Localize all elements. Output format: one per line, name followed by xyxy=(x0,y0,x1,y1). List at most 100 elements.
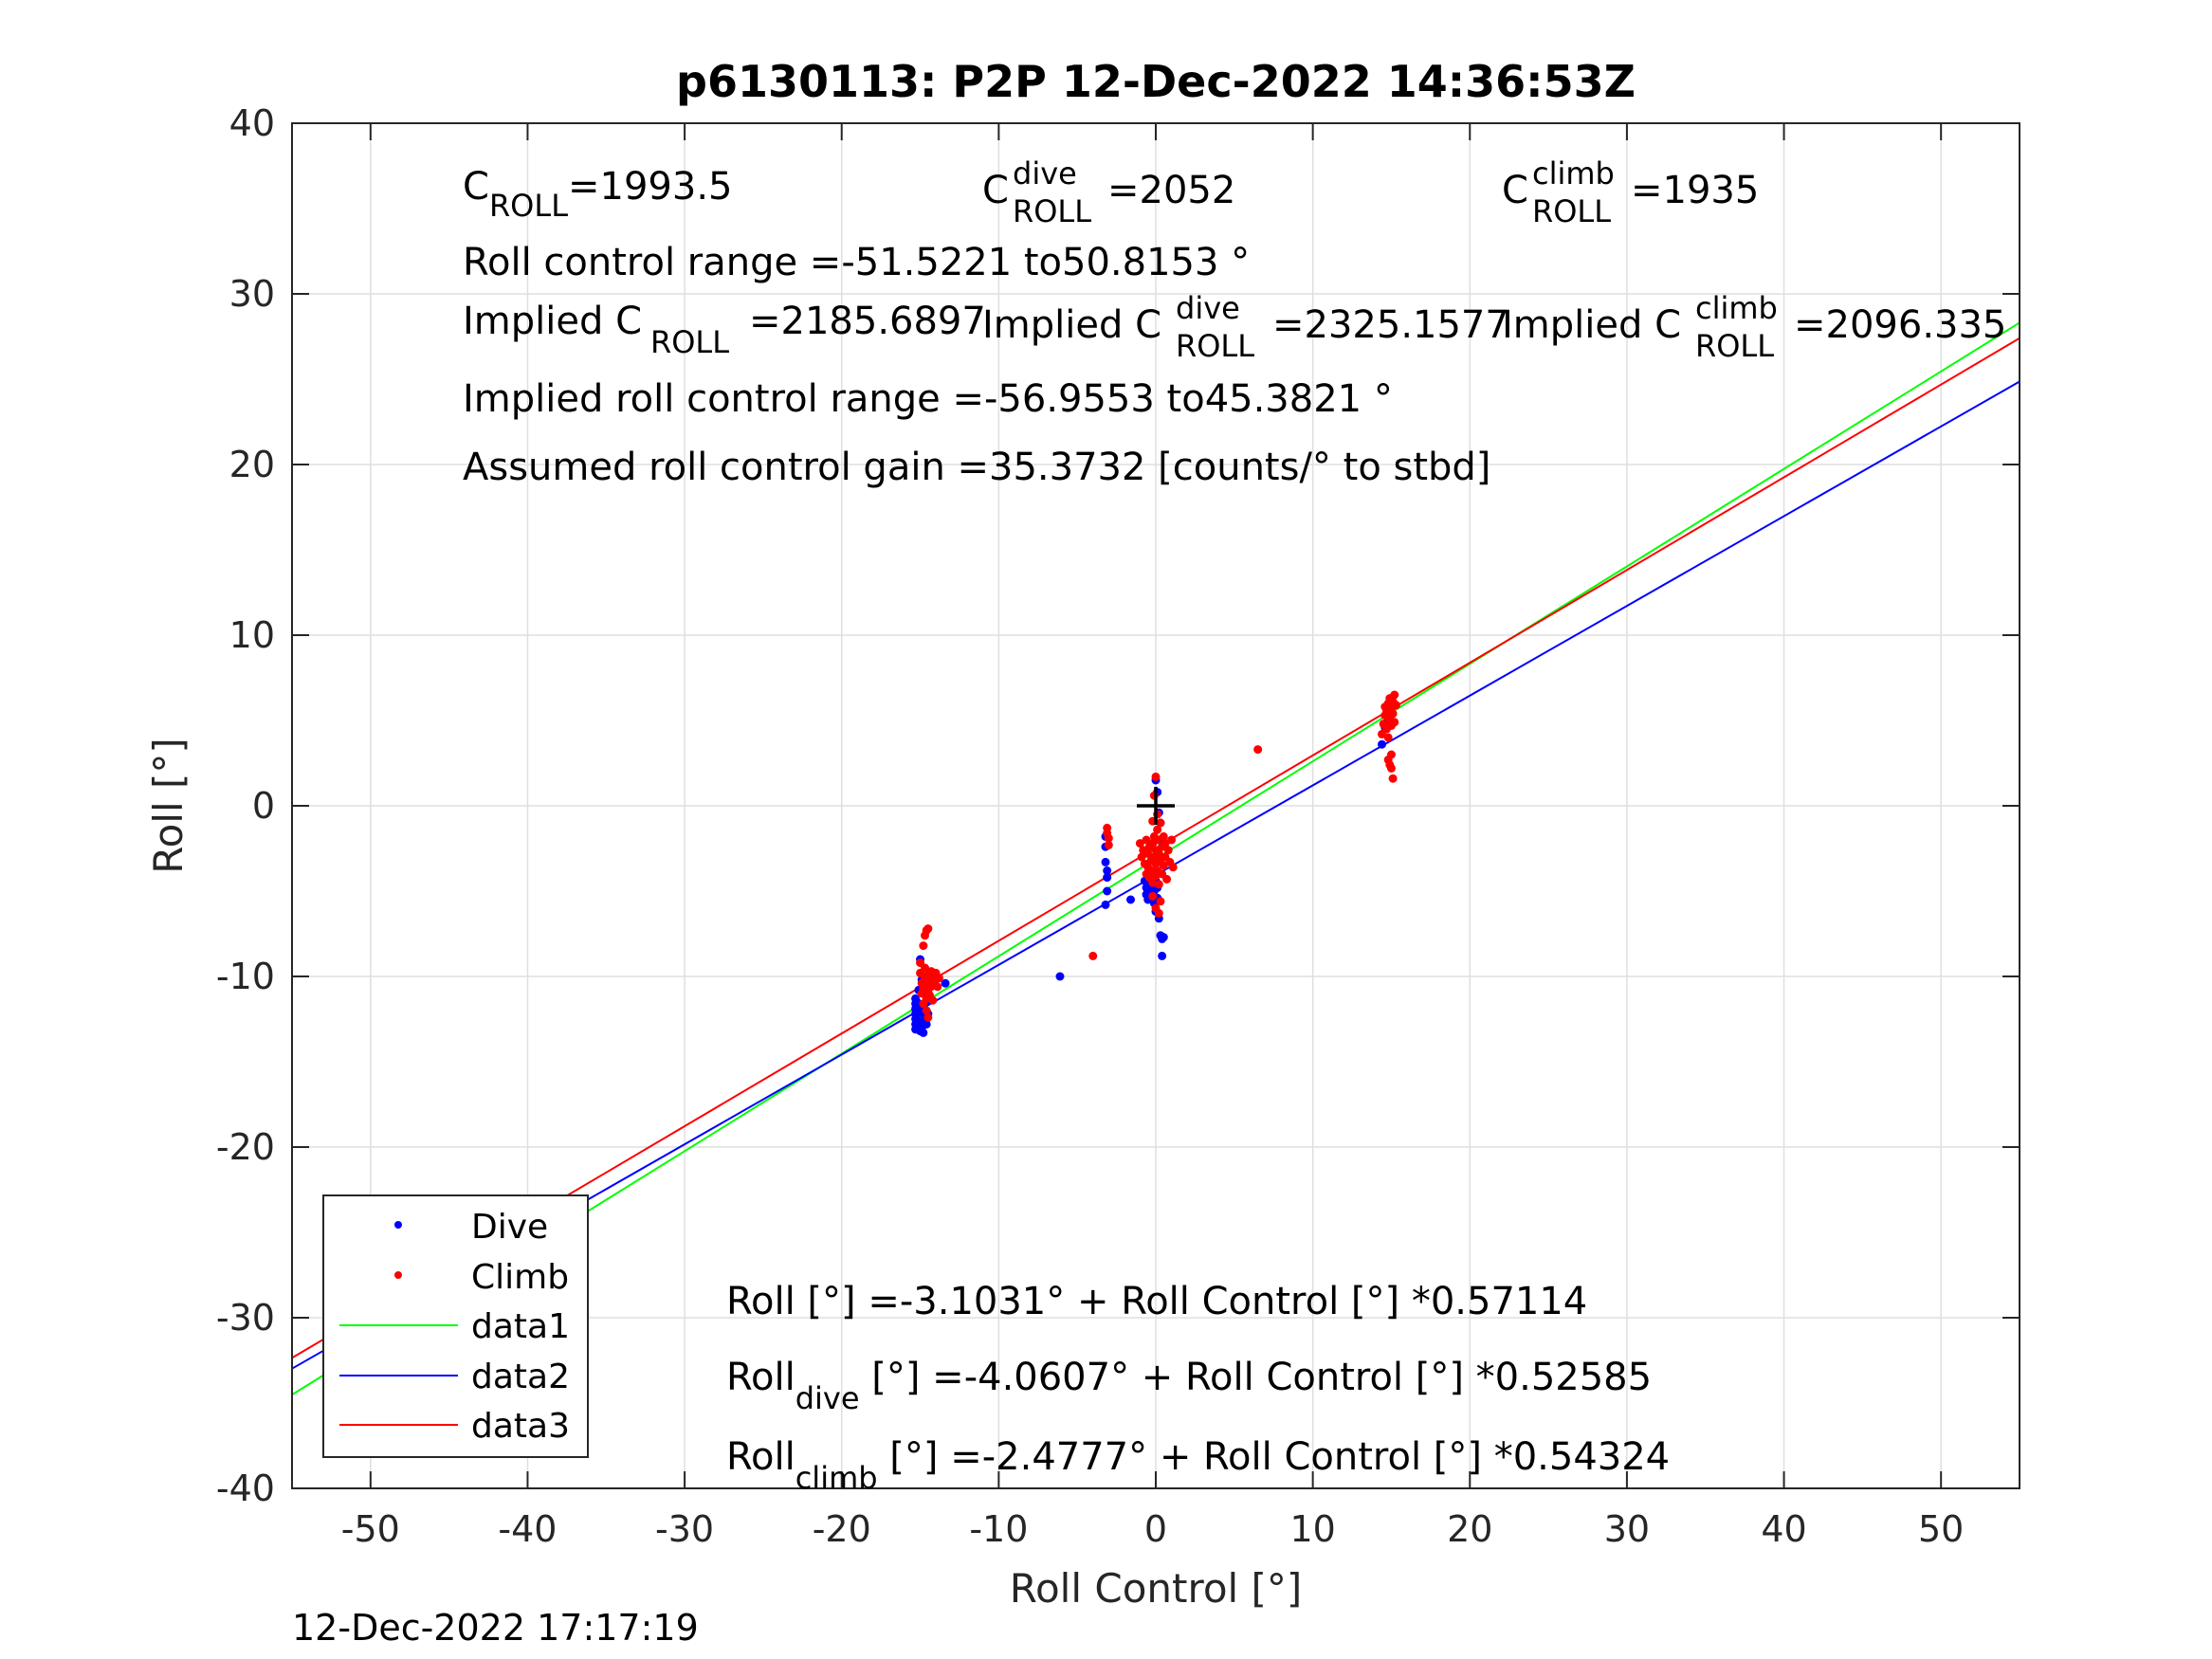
legend-data3-label: data3 xyxy=(471,1407,570,1446)
climb-point xyxy=(923,924,933,934)
climb-point xyxy=(1390,718,1399,727)
implied-c-roll-dive-annotation: Implied C dive ROLL =2325.1577 xyxy=(982,290,1509,364)
dive-point xyxy=(1103,866,1112,875)
axis-ticks xyxy=(292,122,2020,1489)
dive-point xyxy=(1159,933,1168,942)
climb-point xyxy=(922,1006,931,1015)
c-roll-sub: ROLL xyxy=(489,188,568,224)
dive-point xyxy=(1378,739,1387,749)
implied-c-roll-sub: ROLL xyxy=(650,324,729,360)
x-tick-label: -10 xyxy=(969,1508,1028,1550)
x-tick-label: -30 xyxy=(655,1508,714,1550)
y-tick-label: 10 xyxy=(229,614,275,656)
climb-point xyxy=(1162,874,1172,884)
dive-point xyxy=(1158,951,1167,960)
legend-dive-label: Dive xyxy=(471,1208,548,1247)
climb-point xyxy=(1154,908,1163,918)
y-tick-label: 30 xyxy=(229,273,275,315)
x-tick-label: -40 xyxy=(498,1508,557,1550)
x-tick-label: 30 xyxy=(1604,1508,1650,1550)
climb-point xyxy=(1388,774,1398,783)
climb-point xyxy=(933,982,942,992)
implied-c-roll-dive-value: =2325.1577 xyxy=(1272,303,1509,347)
climb-point xyxy=(1154,880,1163,889)
c-roll-dive-main: C xyxy=(982,169,1009,212)
climb-point xyxy=(1153,835,1162,845)
fit-climb-rest: [°] =-2.4777° + Roll Control [°] *0.5432… xyxy=(878,1435,1671,1479)
climb-point xyxy=(1386,763,1396,773)
climb-point xyxy=(1390,690,1399,700)
climb-point xyxy=(1104,833,1113,843)
implied-c-roll-value: =2185.6897 xyxy=(749,300,986,343)
implied-c-roll-climb-sub: ROLL xyxy=(1695,328,1774,364)
dive-point xyxy=(1103,873,1112,883)
legend: Dive Climb data1 data2 data3 xyxy=(322,1194,589,1458)
climb-point xyxy=(1159,861,1168,870)
print-timestamp: 12-Dec-2022 17:17:19 xyxy=(292,1607,699,1649)
gain-annotation: Assumed roll control gain =35.3732 [coun… xyxy=(463,446,1490,489)
climb-point xyxy=(1156,818,1165,828)
fit-dive-equation: Rolldive [°] =-4.0607° + Roll Control [°… xyxy=(726,1356,1652,1416)
dive-point xyxy=(941,978,950,988)
dive-point xyxy=(1055,972,1065,981)
y-tick-label: -40 xyxy=(216,1468,275,1509)
chart-title: p6130113: P2P 12-Dec-2022 14:36:53Z xyxy=(676,56,1636,107)
y-tick-label: 0 xyxy=(252,785,275,827)
c-roll-climb-annotation: C climb ROLL =1935 xyxy=(1502,155,1759,229)
x-tick-label: 0 xyxy=(1144,1508,1167,1550)
climb-point xyxy=(928,995,938,1005)
fit-dive-main: Roll xyxy=(726,1356,795,1399)
fit-climb-main: Roll xyxy=(726,1435,795,1479)
dive-point xyxy=(1101,857,1110,866)
implied-c-roll-dive-sub: ROLL xyxy=(1176,328,1254,364)
fit-climb-equation: Rollclimb [°] =-2.4777° + Roll Control [… xyxy=(726,1435,1670,1496)
y-tick-label: 20 xyxy=(229,444,275,485)
dive-point xyxy=(1125,895,1135,904)
climb-point xyxy=(921,963,930,973)
c-roll-main: C xyxy=(463,165,489,209)
climb-point xyxy=(1135,839,1144,848)
climb-point xyxy=(1088,951,1098,960)
dive-point xyxy=(919,1028,928,1037)
legend-data1-label: data1 xyxy=(471,1307,570,1346)
c-roll-annotation: CROLL=1993.5 xyxy=(463,165,733,224)
fit-climb-sub: climb xyxy=(795,1460,878,1496)
climb-point xyxy=(1383,733,1393,742)
implied-c-roll-climb-sup: climb xyxy=(1695,290,1778,326)
x-tick-label: -50 xyxy=(341,1508,400,1550)
climb-point xyxy=(923,1012,933,1022)
c-roll-dive-sup: dive xyxy=(1013,155,1077,191)
climb-point xyxy=(1161,839,1170,848)
fit-all-equation: Roll [°] =-3.1031° + Roll Control [°] *0… xyxy=(726,1280,1587,1323)
c-roll-climb-sup: climb xyxy=(1532,155,1615,191)
x-tick-label: 20 xyxy=(1447,1508,1492,1550)
implied-c-roll-climb-value: =2096.335 xyxy=(1794,303,2006,347)
climb-points xyxy=(916,690,1400,1022)
implied-c-roll-annotation: Implied C ROLL =2185.6897 xyxy=(463,300,986,360)
implied-c-roll-main: Implied C xyxy=(463,300,642,343)
dive-point xyxy=(922,1019,931,1029)
climb-point xyxy=(1386,750,1396,759)
implied-c-roll-climb-annotation: Implied C climb ROLL =2096.335 xyxy=(1502,290,2006,364)
legend-climb-swatch xyxy=(394,1271,402,1279)
c-roll-value: =1993.5 xyxy=(568,165,732,209)
climb-point xyxy=(1142,835,1151,845)
c-roll-dive-value: =2052 xyxy=(1107,169,1235,212)
c-roll-dive-sub: ROLL xyxy=(1013,193,1091,229)
climb-point xyxy=(1168,863,1178,872)
climb-point xyxy=(1163,846,1173,855)
y-tick-labels: -40 -30 -20 -10 0 10 20 30 40 xyxy=(216,102,275,1509)
climb-point xyxy=(1159,831,1168,841)
implied-c-roll-dive-main: Implied C xyxy=(982,303,1161,347)
c-roll-dive-annotation: C dive ROLL =2052 xyxy=(982,155,1235,229)
climb-point xyxy=(1148,891,1158,901)
legend-data2-label: data2 xyxy=(471,1358,570,1396)
legend-climb-label: Climb xyxy=(471,1258,569,1297)
implied-range-annotation: Implied roll control range =-56.9553 to4… xyxy=(463,377,1393,421)
y-tick-label: -20 xyxy=(216,1126,275,1168)
x-tick-labels: -50 -40 -30 -20 -10 0 10 20 30 40 50 xyxy=(341,1508,1965,1550)
legend-dive-swatch xyxy=(394,1221,402,1229)
climb-point xyxy=(1391,701,1400,710)
x-tick-label: 10 xyxy=(1289,1508,1335,1550)
climb-point xyxy=(1388,709,1398,719)
